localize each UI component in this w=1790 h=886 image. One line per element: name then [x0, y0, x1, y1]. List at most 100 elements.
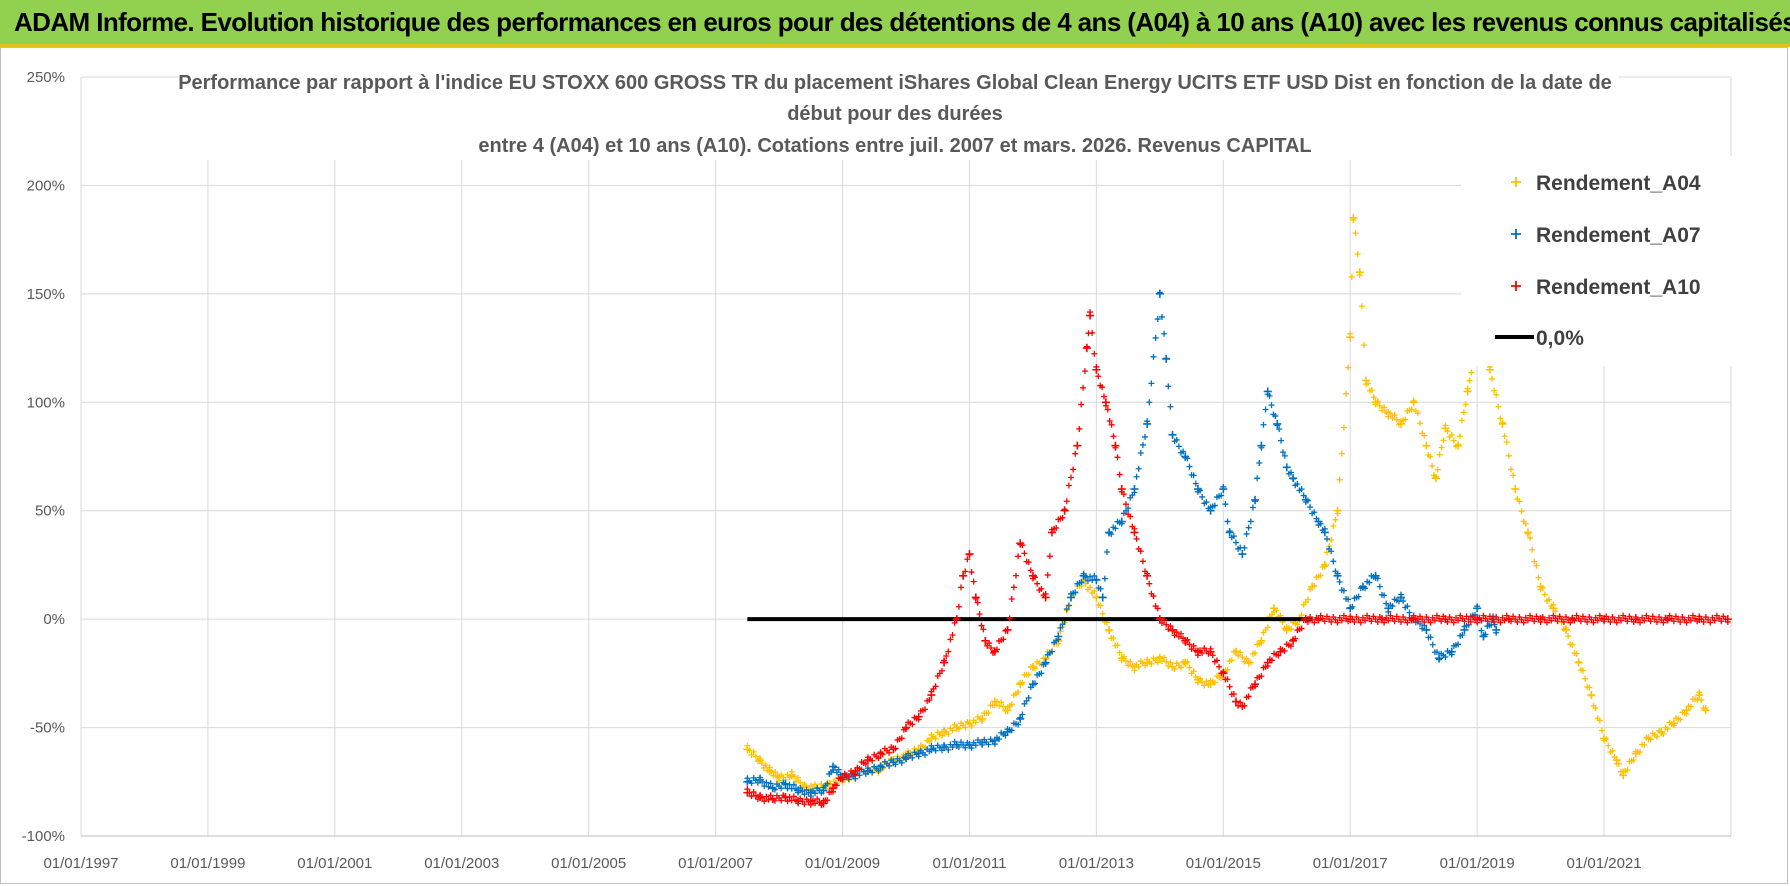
scatter-marker [903, 725, 909, 732]
scatter-marker [1594, 617, 1601, 624]
scatter-marker [1641, 741, 1648, 748]
scatter-marker [812, 781, 819, 788]
scatter-marker [1584, 618, 1591, 625]
scatter-marker [1474, 619, 1481, 626]
scatter-marker [1273, 607, 1280, 614]
scatter-marker [786, 774, 793, 781]
scatter-marker [746, 747, 753, 754]
scatter-marker [1091, 350, 1098, 357]
scatter-marker [805, 789, 812, 796]
scatter-marker [1546, 596, 1553, 603]
scatter-marker [1207, 645, 1214, 652]
scatter-marker [1275, 652, 1282, 659]
scatter-marker [962, 568, 969, 575]
x-tick-label: 01/01/2013 [1059, 855, 1134, 872]
scatter-marker [949, 744, 956, 751]
scatter-marker [1514, 618, 1521, 625]
scatter-marker [1087, 309, 1094, 316]
scatter-marker [1429, 641, 1436, 648]
scatter-marker [1125, 505, 1132, 512]
scatter-marker [1565, 633, 1572, 640]
scatter-marker [892, 761, 899, 768]
scatter-marker [1038, 585, 1045, 592]
scatter-marker [1520, 619, 1527, 626]
scatter-marker [1464, 385, 1471, 392]
scatter-marker [1529, 546, 1536, 553]
scatter-marker [862, 761, 869, 768]
x-tick-label: 01/01/2019 [1440, 855, 1515, 872]
scatter-marker [1152, 334, 1159, 341]
scatter-marker [1317, 520, 1324, 527]
scatter-marker [1493, 629, 1500, 636]
scatter-marker [1148, 660, 1155, 667]
scatter-marker [1163, 355, 1170, 362]
data-series [743, 213, 1732, 809]
scatter-marker [1510, 472, 1517, 479]
scatter-marker [1468, 369, 1475, 376]
scatter-marker [1588, 692, 1595, 699]
scatter-marker [1095, 373, 1102, 380]
scatter-marker [1406, 609, 1413, 616]
scatter-marker [1006, 615, 1013, 622]
scatter-marker [949, 727, 956, 734]
scatter-marker [1106, 418, 1113, 425]
scatter-marker [1101, 393, 1107, 400]
scatter-marker [1421, 618, 1428, 625]
scatter-marker [1182, 639, 1189, 646]
scatter-marker [1419, 625, 1426, 632]
scatter-marker [964, 556, 971, 563]
scatter-marker [1482, 631, 1489, 638]
scatter-marker [1272, 413, 1279, 420]
scatter-marker [1133, 535, 1140, 542]
scatter-marker [1383, 409, 1390, 416]
scatter-marker [1687, 617, 1694, 624]
scatter-marker [1343, 390, 1349, 397]
scatter-marker [1567, 619, 1574, 626]
scatter-marker [1376, 402, 1383, 409]
y-tick-label: 200% [27, 177, 65, 194]
scatter-marker [1421, 432, 1428, 439]
scatter-marker [1167, 623, 1174, 630]
scatter-marker [1065, 602, 1072, 609]
scatter-marker [1408, 406, 1415, 413]
scatter-marker [1192, 673, 1199, 680]
scatter-marker [1025, 559, 1032, 566]
scatter-marker [1389, 603, 1396, 610]
scatter-marker [1381, 404, 1388, 411]
chart-title-line: Performance par rapport à l'indice EU ST… [178, 72, 1612, 94]
scatter-marker [976, 611, 983, 618]
scatter-marker [1084, 577, 1091, 584]
scatter-marker [1146, 580, 1153, 587]
scatter-marker [988, 645, 995, 652]
scatter-marker [1025, 671, 1032, 678]
scatter-marker [807, 782, 814, 789]
scatter-marker [1235, 652, 1242, 659]
scatter-marker [1233, 698, 1239, 705]
scatter-marker [772, 769, 779, 776]
scatter-marker [1000, 703, 1007, 710]
x-tick-label: 01/01/2007 [678, 855, 753, 872]
scatter-marker [757, 755, 764, 761]
scatter-marker [1497, 415, 1504, 422]
scatter-marker [1404, 619, 1411, 626]
scatter-marker [1596, 717, 1603, 724]
scatter-marker [763, 793, 770, 800]
scatter-marker [1093, 576, 1100, 583]
scatter-marker [1647, 618, 1654, 625]
scatter-marker [818, 802, 825, 809]
scatter-marker [1025, 694, 1032, 701]
scatter-marker [1637, 619, 1644, 626]
scatter-marker [1171, 665, 1178, 672]
scatter-marker [1607, 618, 1614, 625]
scatter-marker [1127, 513, 1134, 520]
scatter-marker [1211, 679, 1218, 686]
scatter-marker [1205, 650, 1212, 657]
scatter-marker [1167, 403, 1174, 410]
scatter-marker [985, 741, 992, 748]
legend-label: Rendement_A04 [1536, 172, 1701, 195]
scatter-marker [1618, 617, 1624, 624]
scatter-marker [790, 773, 797, 780]
scatter-marker [786, 794, 793, 801]
scatter-marker [1414, 618, 1421, 625]
scatter-marker [1108, 421, 1115, 428]
